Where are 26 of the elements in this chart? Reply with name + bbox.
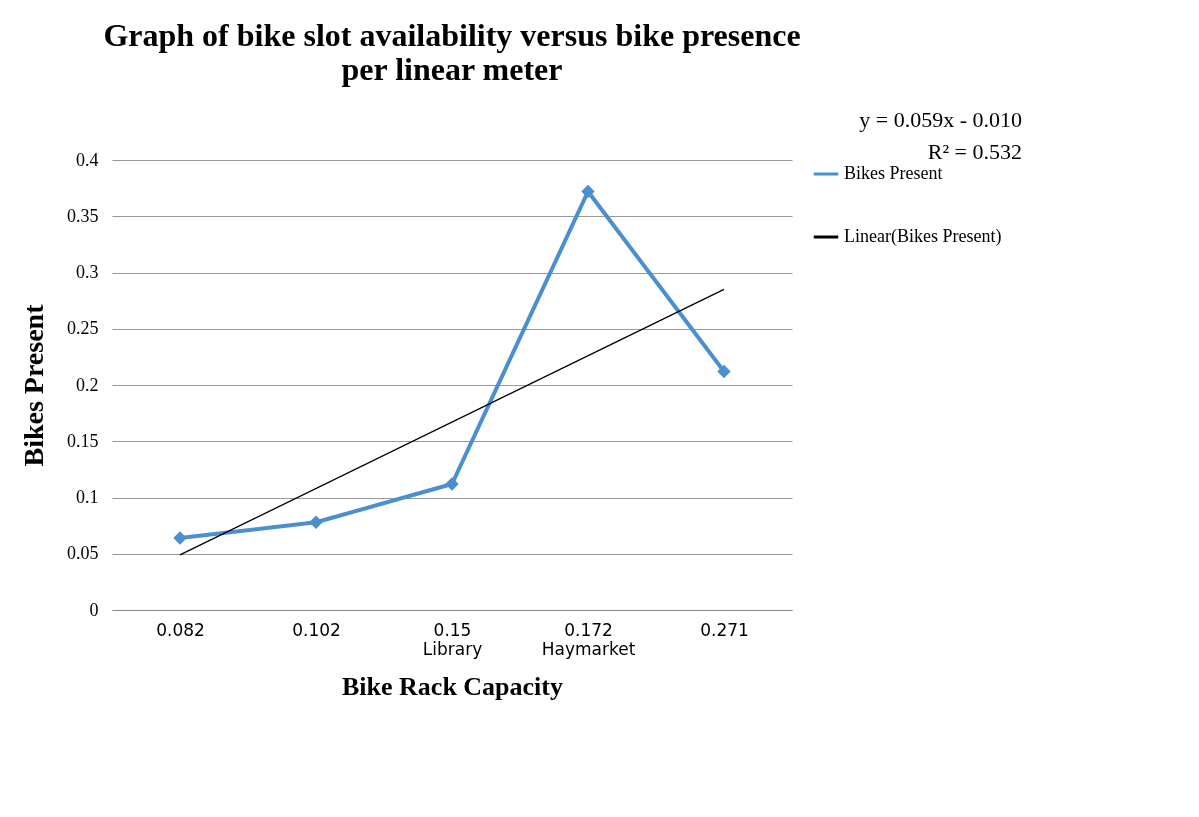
y-tick-label: 0.2 bbox=[76, 374, 99, 395]
y-tick-label: 0.1 bbox=[76, 487, 99, 507]
x-axis-title: Bike Rack Capacity bbox=[342, 671, 563, 701]
text: R² = 0.532 bbox=[927, 139, 1022, 164]
x-tick-label: 0.102 bbox=[292, 619, 341, 640]
y-axis-title: Bikes Present bbox=[18, 303, 49, 467]
point bbox=[717, 364, 731, 379]
y-tick-label: 0.15 bbox=[67, 430, 99, 451]
y-tick-label: 0 bbox=[89, 599, 99, 620]
x-tick-label: 0.271 bbox=[700, 619, 749, 640]
y-tick-label: 0.05 bbox=[67, 543, 99, 564]
text: y = 0.059x - 0.010 bbox=[859, 107, 1022, 132]
y-tick-label: 0.35 bbox=[67, 205, 99, 226]
y-tick-label: 0.3 bbox=[76, 262, 99, 282]
x-tick-label: 0.082 bbox=[156, 619, 205, 640]
point bbox=[445, 477, 459, 491]
x-tick-label: 0.172 Haymarket bbox=[541, 619, 636, 659]
text: Graph of bike slot availability versus bike presence bbox=[103, 17, 801, 53]
point bbox=[581, 184, 595, 199]
point bbox=[173, 531, 187, 545]
legend-label: Bikes Present bbox=[844, 163, 943, 183]
y-tick-label: 0.25 bbox=[67, 318, 99, 339]
legend-label: Linear(Bikes Present) bbox=[844, 226, 1002, 247]
point bbox=[309, 515, 323, 529]
y-tick-label: 0.4 bbox=[76, 149, 99, 170]
x-tick-label: 0.15 Library bbox=[422, 619, 483, 659]
